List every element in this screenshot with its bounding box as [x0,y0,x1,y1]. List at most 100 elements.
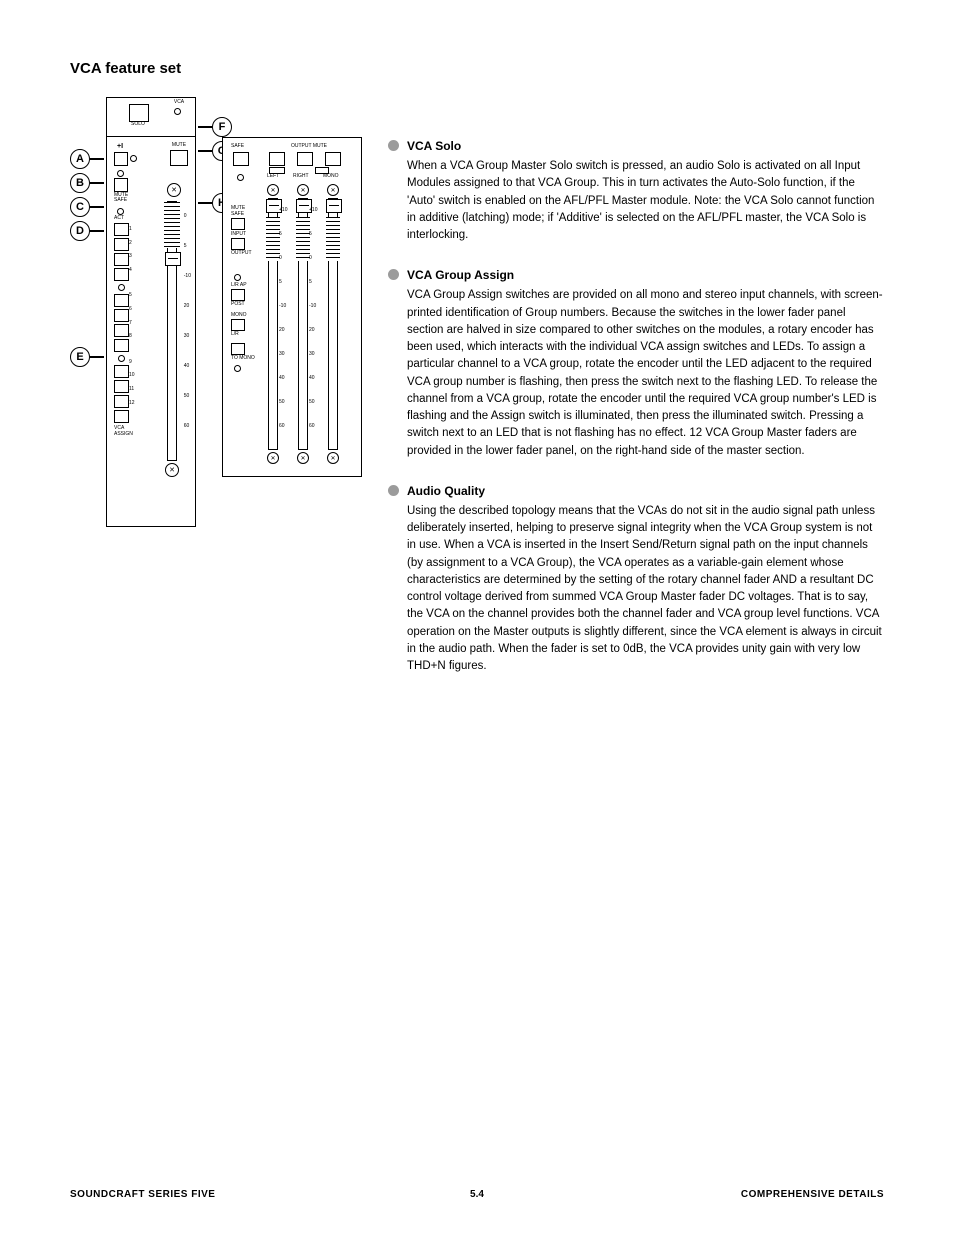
mono2-button[interactable] [231,319,245,331]
section-body-1: When a VCA Group Master Solo switch is p… [407,158,884,244]
act-label: ACT [114,216,144,222]
bullet-icon [388,485,399,496]
num-11: 11 [129,383,135,397]
group-led-1 [118,284,125,291]
output-label: OUTPUT [231,251,257,257]
num-12: 12 [129,397,135,411]
channel-fader-scale: 0 5 -10 20 30 40 50 60 [184,201,191,441]
master-fader-mono-knob[interactable] [326,199,342,213]
callout-D: D [70,221,104,241]
plus-i-led [130,155,137,162]
master-led-a [237,174,244,181]
num-3: 3 [129,250,135,264]
master-scale-2: +10 5 0 5 -10 20 30 40 50 60 [309,198,317,438]
mute-safe-label: MUTE SAFE [114,193,144,204]
mute-left-button[interactable] [269,152,285,166]
section-audio-quality: Audio Quality Using the described topolo… [388,482,884,676]
channel-fader-panel: SOLO VCA +I [106,97,196,527]
assign-btn-1[interactable] [114,223,129,236]
safe-button[interactable] [233,152,249,166]
section-vca-solo: VCA Solo When a VCA Group Master Solo sw… [388,137,884,244]
master-fader-mono[interactable] [328,198,338,450]
mute-mono-button[interactable] [325,152,341,166]
assign-btn-5[interactable] [114,294,129,307]
master-fader-mono-top-x: ✕ [327,184,339,196]
section-title-2: VCA Group Assign [407,266,514,284]
section-title-3: Audio Quality [407,482,485,500]
right-label: RIGHT [293,174,309,180]
num-2: 2 [129,237,135,251]
fader-bottom-x: ✕ [165,463,179,477]
channel-fader-knob[interactable] [165,252,181,266]
assign-btn-8[interactable] [114,339,129,352]
vca-encoder[interactable]: ✕ [167,183,181,197]
master-fader-right-bot-x: ✕ [297,452,309,464]
channel-fader[interactable] [167,201,177,461]
assign-btn-2[interactable] [114,238,129,251]
act-led [117,208,124,215]
assign-btn-10[interactable] [114,380,129,393]
page-number: 5.4 [0,1189,954,1200]
num-1: 1 [129,223,135,237]
callout-F: F [198,117,232,137]
assign-btn-7[interactable] [114,324,129,337]
section-body-2: VCA Group Assign switches are provided o… [407,287,884,460]
safe-label: SAFE [231,144,244,150]
master-led-c [234,365,241,372]
left-label: LEFT [267,174,279,180]
assign-btn-9[interactable] [114,365,129,378]
mute-safe-m-label: MUTE SAFE [231,206,257,217]
master-fader-right[interactable] [298,198,308,450]
output-mute-label: OUTPUT MUTE [265,144,353,150]
group-led-2 [118,355,125,362]
master-fader-left-bot-x: ✕ [267,452,279,464]
mute-label: MUTE [170,143,188,149]
lrap-button[interactable] [231,289,245,301]
lr-button[interactable] [231,343,245,355]
plus-i-button[interactable] [114,152,128,166]
bullet-icon [388,140,399,151]
lrap-label: L/R AP [231,283,257,289]
master-led-b [234,274,241,281]
mute-safe-led [117,170,124,177]
page-heading: VCA feature set [70,60,884,77]
master-fader-right-top-x: ✕ [297,184,309,196]
master-scale-1: +10 5 0 5 -10 20 30 40 50 60 [279,198,287,438]
mute-button[interactable] [170,150,188,166]
solo-label: SOLO [125,122,151,128]
num-9: 9 [129,356,135,370]
solo-button[interactable] [129,104,149,122]
assign-btn-3[interactable] [114,253,129,266]
assign-btn-11[interactable] [114,395,129,408]
mute-safe-m-button[interactable] [231,218,245,230]
master-fader-left[interactable] [268,198,278,450]
lr-label: L/R [231,332,257,338]
master-fader-left-top-x: ✕ [267,184,279,196]
description-column: VCA Solo When a VCA Group Master Solo sw… [388,137,884,697]
num-10: 10 [129,369,135,383]
callout-C: C [70,197,104,217]
mute-right-button[interactable] [297,152,313,166]
master-fader-mono-bot-x: ✕ [327,452,339,464]
section-body-3: Using the described topology means that … [407,503,884,676]
to-mono-label: TO MONO [231,356,257,362]
input-button[interactable] [231,238,245,250]
callout-B: B [70,173,104,193]
master-fader-panel: SAFE OUTPUT MUTE LEFT RIGHT MONO MUTE SA… [222,137,362,477]
section-title-1: VCA Solo [407,137,461,155]
section-vca-assign: VCA Group Assign VCA Group Assign switch… [388,266,884,460]
vca-assign-label: VCA ASSIGN [114,426,133,437]
bullet-icon [388,269,399,280]
assign-btn-6[interactable] [114,309,129,322]
callout-E: E [70,347,104,367]
num-7: 7 [129,317,135,331]
mute-safe-button[interactable] [114,178,128,192]
callout-A: A [70,149,104,169]
num-4: 4 [129,264,135,278]
num-5: 5 [129,289,135,303]
num-8: 8 [129,330,135,344]
input-label: INPUT [231,232,257,238]
assign-btn-4[interactable] [114,268,129,281]
assign-btn-12[interactable] [114,410,129,423]
mono-label: MONO [323,174,339,180]
